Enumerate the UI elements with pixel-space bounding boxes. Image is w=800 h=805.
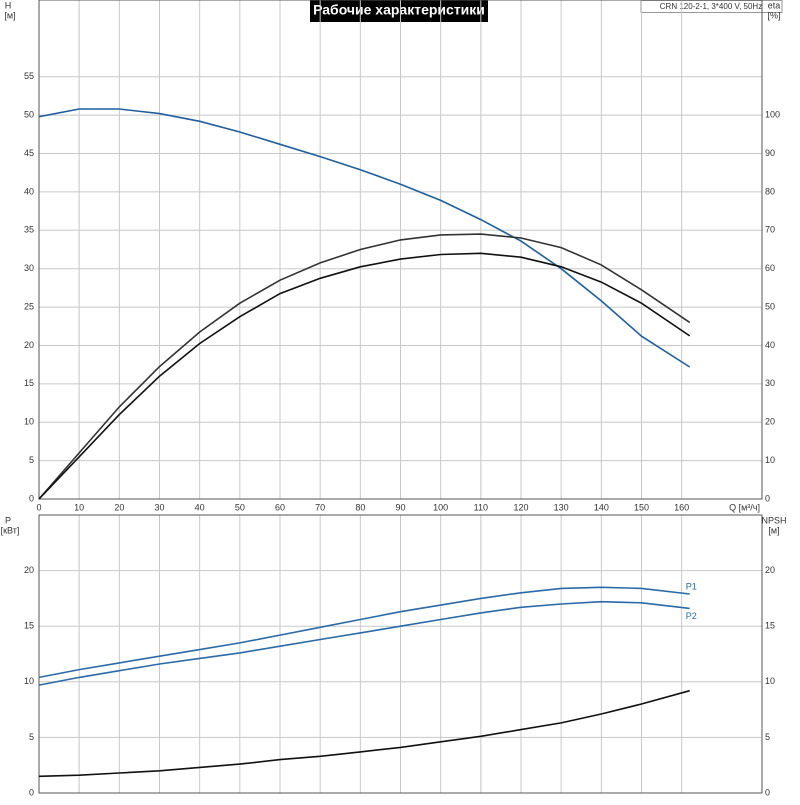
x-tick-label: 160 (674, 502, 689, 512)
curve (38, 252, 691, 500)
y-tick-label: 30 (24, 263, 34, 273)
y2-tick-label: 70 (765, 225, 775, 235)
y2-tick-label: 80 (765, 186, 775, 196)
y-tick-label: 35 (24, 225, 34, 235)
y2-axis-unit: [м] (768, 525, 779, 535)
y2-tick-label: 30 (765, 378, 775, 388)
y2-tick-label: 10 (765, 455, 775, 465)
subtitle: CRN 120-2-1, 3*400 V, 50Hz (660, 2, 762, 11)
curve (38, 233, 691, 500)
y-tick-label: 55 (24, 71, 34, 81)
y2-tick-label: 40 (765, 340, 775, 350)
x-tick-label: 10 (74, 502, 84, 512)
y2-tick-label: 60 (765, 263, 775, 273)
y-tick-label: 10 (24, 676, 34, 686)
y-tick-label: 0 (29, 787, 34, 797)
curve (38, 108, 691, 368)
y-tick-label: 5 (29, 455, 34, 465)
y2-tick-label: 15 (765, 621, 775, 631)
y2-tick-label: 90 (765, 148, 775, 158)
x-tick-label: 100 (433, 502, 448, 512)
x-axis-label: Q [м³/ч] (729, 502, 760, 512)
y2-tick-label: 100 (765, 110, 780, 120)
plot-frame (38, 0, 763, 500)
y2-tick-label: 0 (765, 787, 770, 797)
x-tick-label: 120 (513, 502, 528, 512)
y-tick-label: 25 (24, 301, 34, 311)
x-tick-label: 60 (275, 502, 285, 512)
curve (38, 586, 690, 679)
y-tick-label: 20 (24, 340, 34, 350)
y2-tick-label: 0 (765, 493, 770, 503)
y2-tick-label: 50 (765, 301, 775, 311)
y-axis-unit: [м] (4, 10, 15, 20)
plot-frame (38, 514, 763, 794)
curve-label: P2 (686, 611, 697, 621)
y-tick-label: 40 (24, 186, 34, 196)
y-axis-label: P (5, 515, 11, 525)
chart-title: Рабочие характеристики (313, 2, 485, 18)
y-tick-label: 15 (24, 378, 34, 388)
curve-label: P1 (686, 581, 697, 591)
y2-axis-label: eta (768, 0, 781, 10)
x-tick-label: 70 (315, 502, 325, 512)
x-tick-label: 0 (36, 502, 41, 512)
x-tick-label: 130 (554, 502, 569, 512)
x-tick-label: 30 (154, 502, 164, 512)
y-tick-label: 45 (24, 148, 34, 158)
x-tick-label: 20 (114, 502, 124, 512)
x-tick-label: 80 (355, 502, 365, 512)
y-tick-label: 20 (24, 565, 34, 575)
curve (38, 689, 690, 778)
y-tick-label: 50 (24, 110, 34, 120)
y-axis-unit: [кВт] (1, 525, 20, 535)
y-tick-label: 0 (29, 493, 34, 503)
x-tick-label: 110 (474, 502, 488, 512)
x-tick-label: 150 (634, 502, 649, 512)
y-tick-label: 5 (29, 732, 34, 742)
y-axis-label: H (5, 0, 12, 10)
x-tick-label: 50 (235, 502, 245, 512)
y2-axis-label: NPSH (761, 515, 786, 525)
y2-tick-label: 10 (765, 676, 775, 686)
y2-axis-unit: [%] (767, 10, 780, 20)
y2-tick-label: 20 (765, 565, 775, 575)
y2-tick-label: 5 (765, 732, 770, 742)
x-tick-label: 140 (594, 502, 609, 512)
y-tick-label: 15 (24, 621, 34, 631)
curve (38, 600, 690, 686)
x-tick-label: 90 (395, 502, 405, 512)
x-tick-label: 40 (195, 502, 205, 512)
y2-tick-label: 20 (765, 417, 775, 427)
title-box (310, 0, 488, 22)
y-tick-label: 10 (24, 417, 34, 427)
